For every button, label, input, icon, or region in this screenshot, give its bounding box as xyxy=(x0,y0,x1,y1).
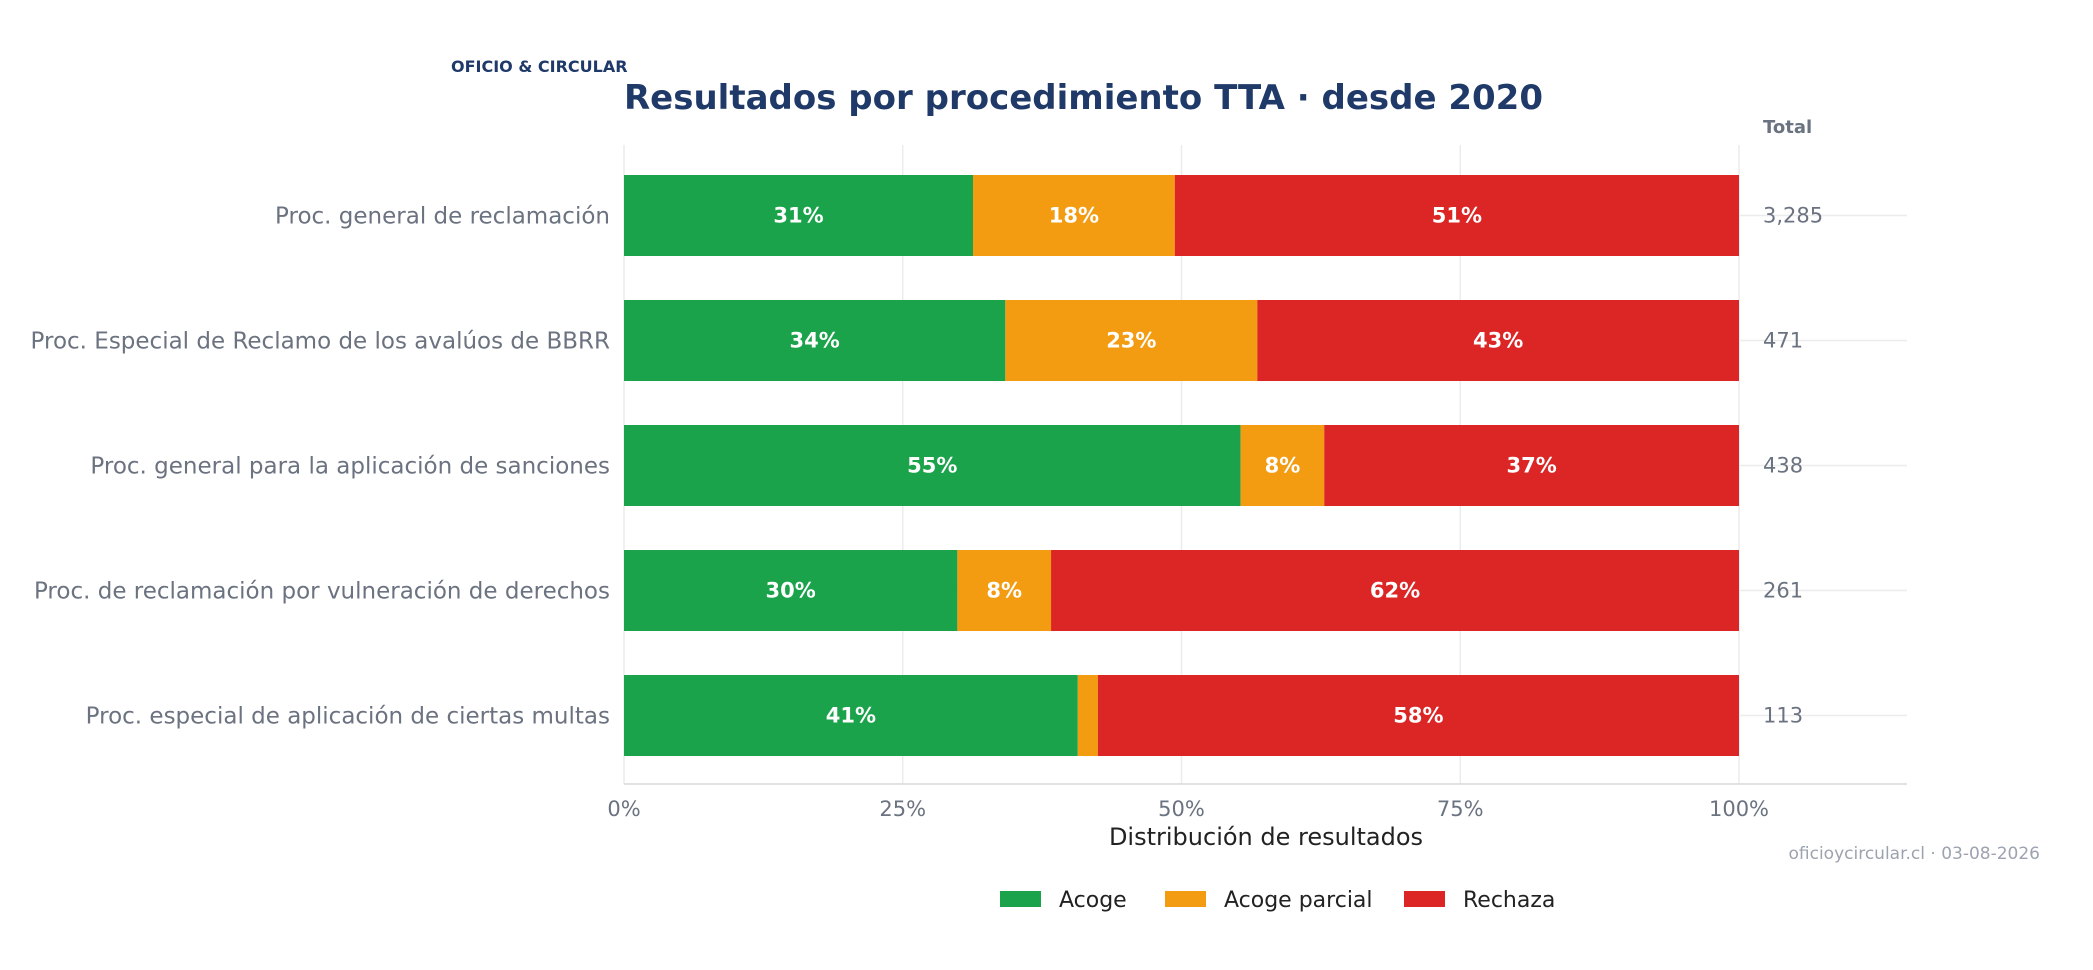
data-label: 51% xyxy=(1432,204,1482,228)
data-label: 43% xyxy=(1473,329,1523,353)
bar-segment-acoge-parcial xyxy=(1005,300,1258,381)
data-label: 62% xyxy=(1370,579,1420,603)
category-label: Proc. de reclamación por vulneración de … xyxy=(34,579,610,605)
bar-segment-acoge xyxy=(624,300,1006,381)
bar-segment-acoge xyxy=(624,425,1241,506)
brand-label: OFICIO & CIRCULAR xyxy=(451,57,628,76)
legend-label: Acoge parcial xyxy=(1224,888,1373,913)
category-label: Proc. Especial de Reclamo de los avalúos… xyxy=(31,329,610,355)
legend-label: Rechaza xyxy=(1463,888,1555,913)
category-label: Proc. general de reclamación xyxy=(275,204,610,230)
labels: Proc. general de reclamación 31% 18% 51% 3,2… xyxy=(31,204,1824,730)
data-label: 8% xyxy=(986,579,1022,603)
data-label: 37% xyxy=(1506,454,1556,478)
bar-segment-rechaza xyxy=(1097,675,1739,756)
legend-label: Acoge xyxy=(1059,888,1127,913)
totals-header: Total xyxy=(1763,117,1812,138)
category-label: Proc. especial de aplicación de ciertas … xyxy=(86,704,610,730)
bar-segment-acoge xyxy=(624,675,1078,756)
x-axis-label: Distribución de resultados xyxy=(1109,823,1423,851)
data-label: 23% xyxy=(1106,329,1156,353)
data-label: 34% xyxy=(790,329,840,353)
data-label: 55% xyxy=(907,454,957,478)
bar-segment-rechaza xyxy=(1174,175,1739,256)
bar-segment-rechaza xyxy=(1051,550,1739,631)
bar-segment-rechaza xyxy=(1257,300,1739,381)
category-label: Proc. general para la aplicación de sanc… xyxy=(90,454,610,480)
legend-swatch xyxy=(1404,891,1445,907)
total-value: 3,285 xyxy=(1763,204,1823,228)
total-value: 113 xyxy=(1763,704,1803,728)
data-label: 58% xyxy=(1393,704,1443,728)
legend: Acoge Acoge parcial Rechaza xyxy=(1000,888,1555,913)
total-value: 471 xyxy=(1763,329,1803,353)
total-value: 438 xyxy=(1763,454,1803,478)
data-label: 41% xyxy=(826,704,876,728)
x-tick-label: 0% xyxy=(607,797,640,821)
x-tick-label: 75% xyxy=(1437,797,1484,821)
bar-segment-acoge-parcial xyxy=(1077,675,1098,756)
legend-swatch xyxy=(1000,891,1041,907)
bar-segment-acoge-parcial xyxy=(957,550,1052,631)
data-label: 30% xyxy=(766,579,816,603)
data-label: 31% xyxy=(773,204,823,228)
bar-segment-acoge-parcial xyxy=(1240,425,1325,506)
x-tick-label: 25% xyxy=(879,797,926,821)
data-label: 8% xyxy=(1265,454,1301,478)
total-value: 261 xyxy=(1763,579,1803,603)
data-label: 18% xyxy=(1049,204,1099,228)
bar-segment-acoge xyxy=(624,175,973,256)
legend-swatch xyxy=(1165,891,1206,907)
x-tick-label: 100% xyxy=(1709,797,1769,821)
bar-segment-acoge xyxy=(624,550,958,631)
bars xyxy=(624,175,1739,756)
bar-segment-rechaza xyxy=(1324,425,1739,506)
chart-title: Resultados por procedimiento TTA · desde… xyxy=(624,78,1543,118)
x-axis-ticks: 0% 25% 50% 75% 100% xyxy=(607,797,1769,821)
bar-segment-acoge-parcial xyxy=(972,175,1175,256)
source-note: oficioycircular.cl · 03-08-2026 xyxy=(1789,844,2041,864)
x-tick-label: 50% xyxy=(1158,797,1205,821)
